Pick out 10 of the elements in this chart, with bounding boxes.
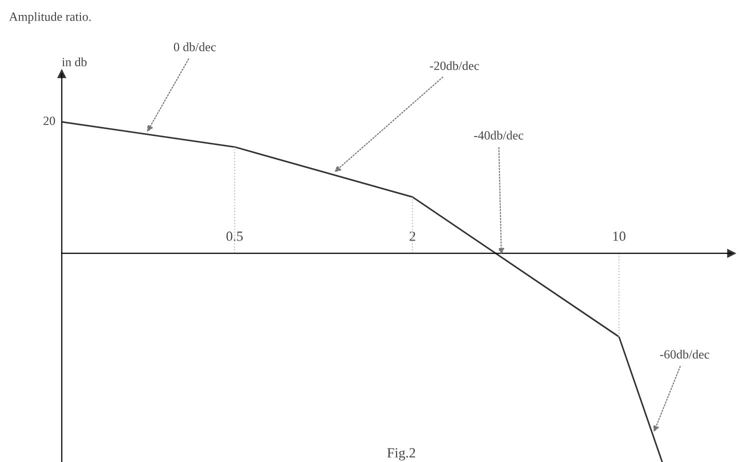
y-axis-title: in db [62,57,87,66]
annotation: -60db/dec [660,350,710,359]
annotation: -40db/dec [474,130,524,140]
annotation: -20db/dec [430,61,480,70]
x-tick-label: 0.5 [226,232,243,241]
x-tick-label: 10 [613,232,626,241]
text: 20 [44,116,56,126]
annotation: 0 db/dec [174,42,216,52]
chart-title: Amplitude ratio. [9,12,91,24]
annotation: Fig.2 [387,448,416,460]
